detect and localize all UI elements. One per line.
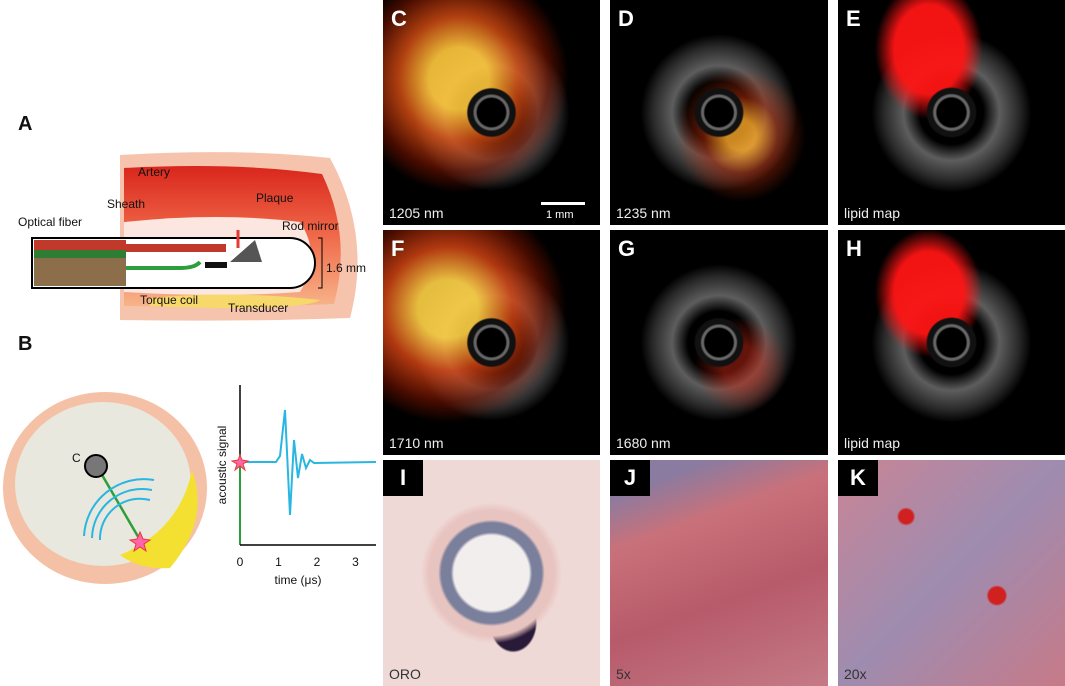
panel-letter: C [391, 6, 407, 31]
panel-letter: K [838, 460, 878, 496]
panel-letter: F [391, 236, 405, 261]
fiber [126, 244, 226, 252]
label: Plaque [256, 191, 294, 205]
lumen [15, 402, 191, 566]
label: 1.6 mm [326, 261, 366, 275]
bracket [318, 237, 323, 289]
waves [83, 478, 155, 541]
panel-letter: E [846, 6, 861, 31]
label: C [72, 451, 81, 465]
panel-letter: J [610, 460, 650, 496]
panel-letter: H [846, 236, 862, 261]
panel-caption: 1235 nm [616, 205, 671, 221]
coil [34, 258, 126, 286]
panel-caption: 5x [616, 666, 631, 682]
panel-caption: 20x [844, 666, 867, 682]
label: Artery [138, 165, 170, 179]
panel-caption: 1680 nm [616, 435, 671, 451]
image-panel: F 1710 nm [383, 230, 600, 455]
panel-letter: I [383, 460, 423, 496]
panel-caption: lipid map [844, 435, 901, 451]
panel-caption: 1710 nm [389, 435, 444, 451]
label: Torque coil [140, 293, 198, 307]
star [230, 453, 250, 472]
panel-caption: lipid map [844, 205, 901, 221]
image-panel: I ORO [383, 460, 600, 686]
schematic: A Artery Plaque Sheath Optical fiber Rod… [3, 113, 377, 587]
panel-letter: G [618, 236, 636, 261]
x-tick-label: 0 [237, 555, 244, 569]
fiber-layer [34, 250, 126, 258]
label: Rod mirror [282, 219, 339, 233]
panel-letter: D [618, 6, 634, 31]
plaque [120, 470, 198, 569]
panel-caption: 1205 nm [389, 205, 444, 221]
star [128, 530, 152, 553]
label: Transducer [228, 301, 288, 315]
scale-bar-label: 1 mm [546, 209, 574, 221]
transducer-block [205, 262, 227, 268]
lipid [150, 294, 320, 308]
wire [126, 260, 202, 270]
x-tick-label: 3 [352, 555, 359, 569]
label: Optical fiber [18, 215, 82, 229]
mirror [230, 240, 262, 262]
panel-caption: ORO [389, 666, 421, 682]
image-panel: G 1680 nm [610, 230, 828, 455]
image-panel: C 1205 nm 1 mm [383, 0, 600, 225]
panel-letter: A [18, 113, 32, 135]
scale-bar [541, 202, 585, 205]
panel-letter: B [18, 333, 32, 355]
catheter [84, 454, 108, 478]
x-label: time (μs) [275, 573, 322, 587]
ticks: 0 1 2 3 [237, 555, 360, 569]
fiber-layer [34, 240, 126, 250]
image-panel: J 5x [610, 460, 828, 686]
x-tick-label: 1 [275, 555, 282, 569]
x-tick-label: 2 [314, 555, 321, 569]
image-panel: K 20x [838, 460, 1065, 686]
signal [240, 409, 377, 516]
image-panel: D 1235 nm [610, 0, 828, 225]
y-label: acoustic signal [215, 426, 229, 505]
label: Sheath [107, 197, 145, 211]
